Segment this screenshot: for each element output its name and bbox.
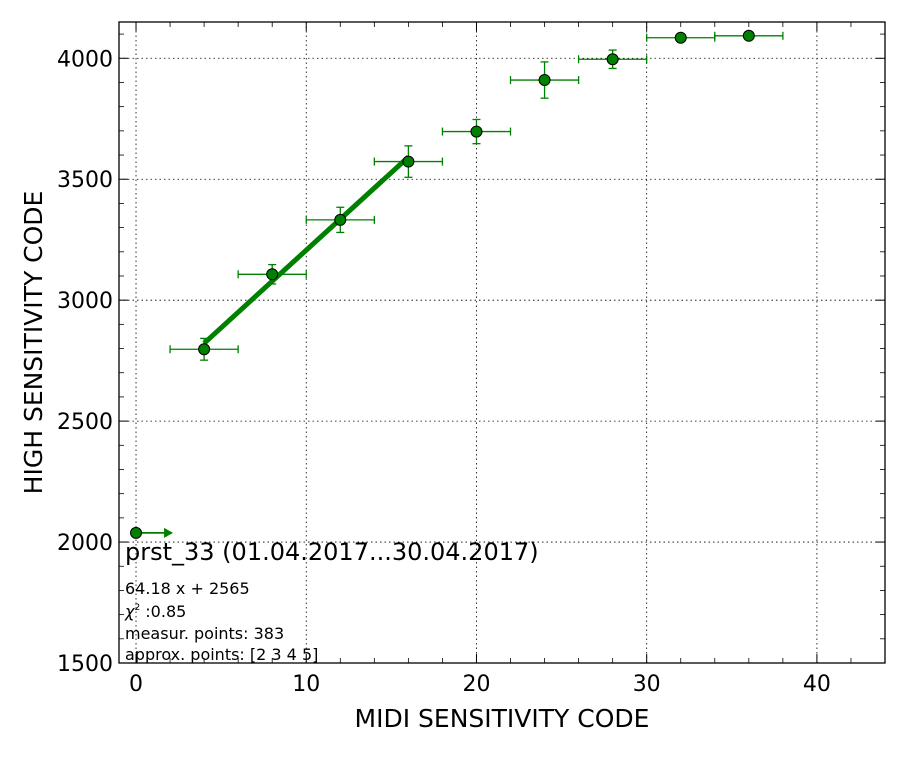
- x-axis-label: MIDI SENSITIVITY CODE: [355, 704, 650, 733]
- chi-value: :0.85: [140, 602, 186, 621]
- y-axis-label: HIGH SENSITIVITY CODE: [19, 191, 48, 495]
- chi-symbol: χ: [124, 602, 135, 621]
- minor-ticks: [119, 22, 886, 664]
- ytick-labels: 1500 2000 2500 3000 3500 4000: [57, 47, 113, 677]
- x-tick-label: 0: [129, 672, 143, 697]
- data-point: [538, 74, 551, 87]
- data-point: [470, 125, 483, 138]
- y-tick-label: 2000: [57, 531, 113, 556]
- fit-line-group: [202, 155, 411, 346]
- data-point: [674, 31, 687, 44]
- data-point: [198, 343, 211, 356]
- y-tick-label: 2500: [57, 410, 113, 435]
- annotation-equation: 64.18 x + 2565: [125, 579, 250, 598]
- x-tick-label: 40: [803, 672, 831, 697]
- grid: [119, 22, 885, 663]
- data-point: [606, 53, 619, 66]
- annotation-title: prst_33 (01.04.2017...30.04.2017): [125, 538, 539, 566]
- x-tick-label: 30: [633, 672, 661, 697]
- y-tick-label: 4000: [57, 47, 113, 72]
- chi-exponent: 2: [134, 603, 140, 613]
- xtick-labels: 0 10 20 30 40: [129, 672, 831, 697]
- annotation-approx-points: approx. points: [2 3 4 5]: [125, 645, 318, 664]
- x-tick-label: 20: [462, 672, 490, 697]
- annotation-measur-points: measur. points: 383: [125, 624, 284, 643]
- plot-frame: [118, 21, 886, 664]
- data-point: [334, 213, 347, 226]
- arrow-head: [164, 527, 174, 538]
- annotation-block: prst_33 (01.04.2017...30.04.2017) 64.18 …: [124, 538, 539, 664]
- errorbars: [136, 31, 784, 538]
- data-point: [742, 29, 755, 42]
- y-tick-label: 3500: [57, 168, 113, 193]
- annotation-chi-squared: χ2 :0.85: [124, 602, 186, 621]
- x-tick-label: 10: [292, 672, 320, 697]
- data-point: [266, 268, 279, 281]
- y-tick-label: 3000: [57, 289, 113, 314]
- y-tick-label: 1500: [57, 652, 113, 677]
- markers: [130, 29, 755, 539]
- data-point: [402, 155, 415, 168]
- extra-data-point: [130, 526, 143, 539]
- fit-line: [202, 155, 411, 346]
